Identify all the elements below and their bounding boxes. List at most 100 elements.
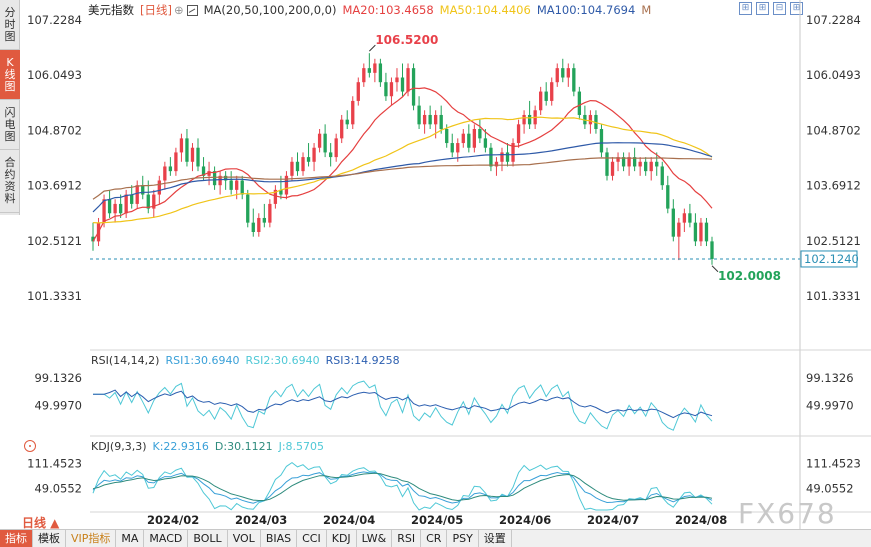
settings-gear-icon[interactable]: ⊕ xyxy=(173,3,184,17)
indicator-tab-0[interactable]: 指标 xyxy=(0,530,33,547)
target-icon[interactable] xyxy=(24,440,36,452)
candle-body xyxy=(677,222,681,237)
candle-body xyxy=(527,114,532,125)
candle-body xyxy=(389,82,394,97)
candle-body xyxy=(229,180,233,190)
candle-body xyxy=(345,119,349,125)
side-tab-char: 料 xyxy=(4,192,16,205)
candle-body xyxy=(124,194,128,214)
candle-body xyxy=(251,222,255,233)
side-tab-char: 电 xyxy=(4,117,16,131)
candle-body xyxy=(544,91,548,101)
side-tab-char: 合 xyxy=(4,156,16,169)
candle-body xyxy=(632,157,637,167)
side-tab-0[interactable]: 分时图 xyxy=(0,0,20,50)
candle-body xyxy=(268,203,272,223)
indicator-tab-6[interactable]: VOL xyxy=(228,530,261,547)
candle-body xyxy=(494,161,499,167)
ma-indicator-icon[interactable] xyxy=(186,4,198,16)
candle-body xyxy=(273,189,278,204)
candle-body xyxy=(400,77,405,92)
candle-body xyxy=(555,68,559,83)
indicator-tab-5[interactable]: BOLL xyxy=(188,530,228,547)
j-value: J:8.5705 xyxy=(278,440,325,453)
candle-body xyxy=(362,68,366,83)
candle-body xyxy=(284,175,289,195)
side-tab-2[interactable]: 闪电图 xyxy=(0,100,20,150)
candle-body xyxy=(577,91,582,115)
crosshair-icon[interactable]: ⊞ xyxy=(739,2,752,15)
ma50-line xyxy=(92,116,713,224)
side-tab-char: 图 xyxy=(4,79,16,93)
candle-body xyxy=(422,114,427,125)
indicator-tab-13[interactable]: PSY xyxy=(447,530,479,547)
candle-body xyxy=(605,152,609,176)
candle-body xyxy=(638,161,642,167)
kdj-tick-label: 111.4523 xyxy=(806,456,861,470)
candle-body xyxy=(522,114,526,125)
chart-canvas[interactable]: 106.5200 102.0008 107.2284 107.2284 106.049… xyxy=(0,0,871,529)
indicator-tab-7[interactable]: BIAS xyxy=(261,530,298,547)
side-tab-char: 约 xyxy=(4,168,16,181)
period-button[interactable]: 日线 ▲ xyxy=(22,516,60,530)
candle-body xyxy=(323,133,327,153)
indicator-tab-8[interactable]: CCI xyxy=(297,530,327,547)
candle-body xyxy=(445,129,449,144)
candle-body xyxy=(107,199,112,214)
candle-body xyxy=(312,147,316,162)
candle-body xyxy=(384,82,388,97)
price-tick-label: 101.3331 xyxy=(806,289,861,303)
candle-body xyxy=(190,147,195,162)
candle-body xyxy=(130,194,134,204)
candle-body xyxy=(163,166,167,181)
candle-body xyxy=(516,124,521,144)
indicator-tab-1[interactable]: 模板 xyxy=(33,530,66,547)
rsi2-value: RSI2:30.6940 xyxy=(245,354,320,367)
indicator-tab-4[interactable]: MACD xyxy=(144,530,189,547)
price-tick-label: 106.0493 xyxy=(806,68,861,82)
price-tick-label-left: 106.0493 xyxy=(27,68,82,82)
k-value: K:22.9316 xyxy=(152,440,209,453)
period-tag[interactable]: [日线] xyxy=(140,3,172,17)
side-tab-char: K xyxy=(6,55,14,69)
candle-body xyxy=(91,236,95,242)
candle-body xyxy=(621,157,626,167)
high-marker-label: 106.5200 xyxy=(375,33,438,47)
ma100-line xyxy=(92,142,713,213)
candle-body xyxy=(152,194,156,209)
candle-body xyxy=(218,175,222,186)
candle-body xyxy=(207,171,211,176)
high-marker-pointer xyxy=(368,44,376,52)
indicator-tab-10[interactable]: LW& xyxy=(357,530,393,547)
candle-body xyxy=(627,157,631,167)
candle-body xyxy=(334,138,338,158)
candle-body xyxy=(179,138,184,153)
candle-body xyxy=(340,119,344,139)
candle-body xyxy=(317,133,322,148)
zoom-in-icon[interactable]: ⊞ xyxy=(756,2,769,15)
indicator-tab-14[interactable]: 设置 xyxy=(479,530,512,547)
candle-body xyxy=(417,105,421,125)
price-tick-label: 103.6912 xyxy=(806,179,861,193)
zoom-out-icon[interactable]: ⊟ xyxy=(773,2,786,15)
rsi-label: RSI(14,14,2) xyxy=(91,354,160,367)
rsi-header: RSI(14,14,2) RSI1:30.6940 RSI2:30.6940 R… xyxy=(91,354,400,367)
rsi-tick-label: 99.1326 xyxy=(806,371,854,385)
side-tab-3[interactable]: 合约资料 xyxy=(0,150,20,213)
indicator-tab-12[interactable]: CR xyxy=(421,530,448,547)
indicator-tab-3[interactable]: MA xyxy=(116,530,145,547)
indicator-tab-9[interactable]: KDJ xyxy=(327,530,357,547)
candle-body xyxy=(539,91,543,111)
price-tick-label-left: 101.3331 xyxy=(27,289,82,303)
indicator-tab-2[interactable]: VIP指标 xyxy=(66,530,117,547)
indicator-tab-11[interactable]: RSI xyxy=(392,530,422,547)
candle-body xyxy=(666,185,670,209)
ma-more: M xyxy=(641,3,652,17)
kdj-tick-label-left: 49.0552 xyxy=(34,481,82,495)
candle-body xyxy=(356,82,360,101)
candle-body xyxy=(649,161,653,172)
candle-body xyxy=(483,138,488,148)
candle-body xyxy=(223,175,228,181)
